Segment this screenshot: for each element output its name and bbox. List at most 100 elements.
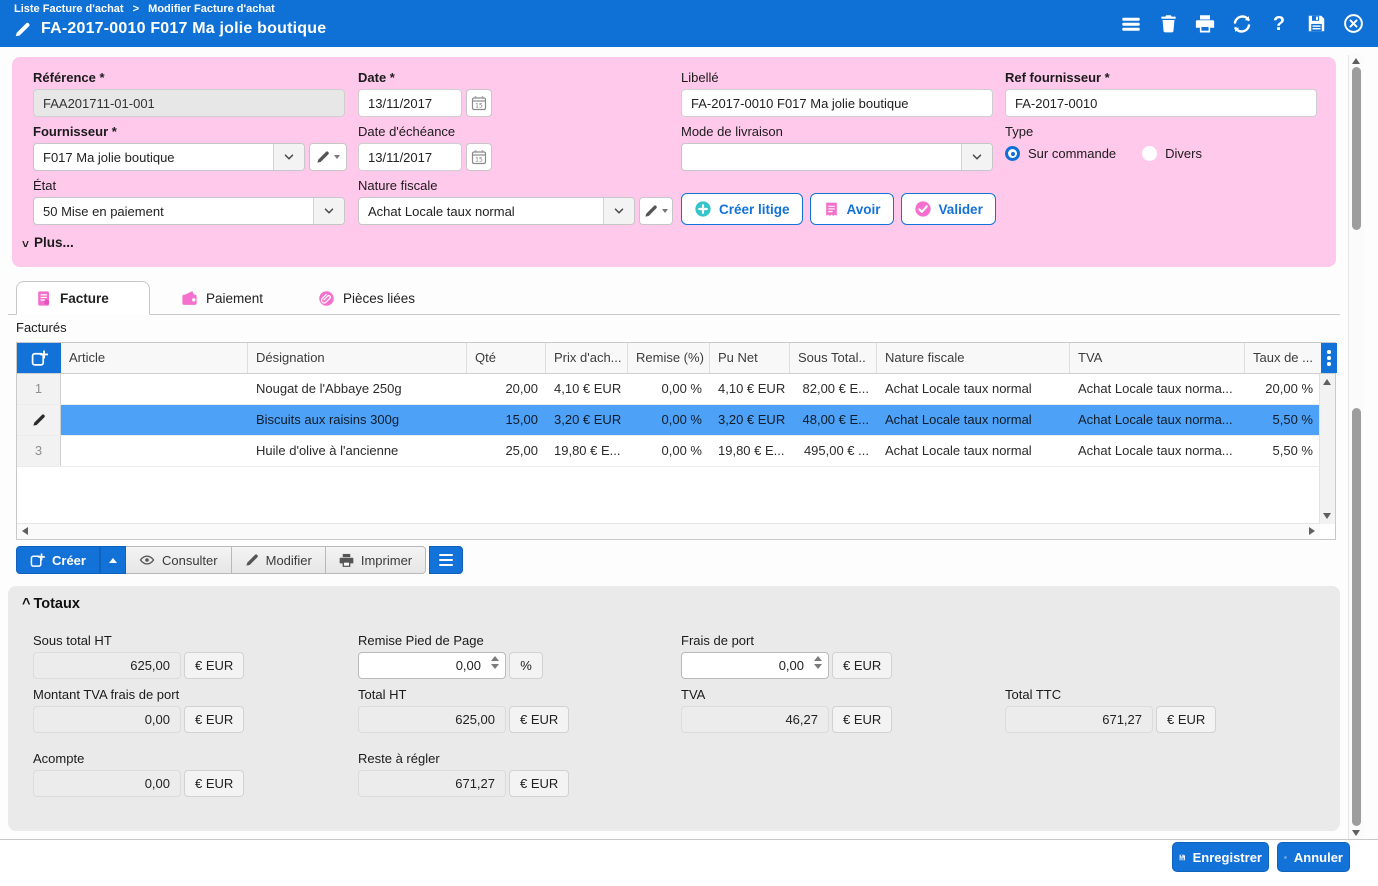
creer-litige-button[interactable]: Créer litige: [681, 193, 803, 225]
avoir-button[interactable]: Avoir: [810, 193, 894, 225]
col-qte[interactable]: Qté: [467, 343, 546, 373]
cell-prix: 19,80 € E...: [546, 436, 628, 466]
trash-icon[interactable]: [1157, 13, 1179, 35]
type-radio-divers[interactable]: Divers: [1142, 146, 1202, 161]
printer-icon: [339, 553, 354, 568]
refresh-icon[interactable]: [1231, 13, 1253, 35]
menu-icon[interactable]: [1120, 13, 1142, 35]
help-icon[interactable]: ?: [1268, 13, 1290, 35]
scroll-up-arrow[interactable]: [1323, 379, 1331, 385]
title-row: FA-2017-0010 F017 Ma jolie boutique: [14, 20, 326, 38]
scrollbar-thumb[interactable]: [1352, 67, 1361, 230]
type-radio-sur-commande[interactable]: Sur commande: [1005, 146, 1116, 161]
breadcrumb-link-liste[interactable]: Liste Facture d'achat: [14, 3, 124, 15]
modifier-button[interactable]: Modifier: [232, 546, 326, 574]
close-icon[interactable]: [1342, 13, 1364, 35]
fournisseur-edit-button[interactable]: [309, 143, 347, 171]
cell-pu-net: 4,10 € EUR: [710, 374, 790, 404]
radio-unselected-icon: [1142, 146, 1157, 161]
remise-pied-input[interactable]: [358, 652, 506, 679]
date-input[interactable]: [358, 89, 462, 117]
radio-selected-icon: [1005, 146, 1020, 161]
annuler-button[interactable]: Annuler: [1277, 842, 1350, 872]
cell-pu-net: 19,80 € E...: [710, 436, 790, 466]
reference-input[interactable]: [33, 89, 345, 117]
spinner-arrows[interactable]: [814, 656, 822, 669]
scroll-down-arrow[interactable]: [1323, 513, 1331, 519]
ref-fournisseur-input[interactable]: [1005, 89, 1317, 117]
cell-article: [61, 436, 248, 466]
frais-port-input[interactable]: [681, 652, 829, 679]
edit-pencil-icon: [14, 21, 31, 38]
table-vertical-scrollbar[interactable]: [1319, 374, 1335, 524]
col-nature-fiscale[interactable]: Nature fiscale: [877, 343, 1070, 373]
page-scrollbar[interactable]: [1348, 55, 1364, 839]
scrollbar-thumb[interactable]: [1352, 408, 1361, 826]
date-echeance-input[interactable]: [358, 143, 462, 171]
cell-qte: 25,00: [467, 436, 546, 466]
acompte-label: Acompte: [33, 751, 244, 766]
col-sous-total[interactable]: Sous Total..: [790, 343, 877, 373]
plus-expander[interactable]: ˅ Plus...: [22, 235, 74, 250]
save-icon[interactable]: [1305, 13, 1327, 35]
col-tva[interactable]: TVA: [1070, 343, 1245, 373]
cell-tva: Achat Locale taux norma...: [1070, 374, 1245, 404]
creer-button[interactable]: Créer: [16, 546, 100, 574]
col-prix-achat[interactable]: Prix d'ach...: [546, 343, 628, 373]
col-pu-net[interactable]: Pu Net: [710, 343, 790, 373]
imprimer-button[interactable]: Imprimer: [326, 546, 426, 574]
col-taux[interactable]: Taux de ...: [1245, 343, 1321, 373]
toolbar-menu-button[interactable]: [429, 546, 463, 574]
percent-suffix: %: [509, 652, 543, 679]
col-article[interactable]: Article: [61, 343, 248, 373]
nature-fiscale-edit-button[interactable]: [639, 197, 673, 225]
col-remise[interactable]: Remise (%): [628, 343, 710, 373]
sous-total-ht-label: Sous total HT: [33, 633, 244, 648]
libelle-input[interactable]: [681, 89, 993, 117]
spinner-arrows[interactable]: [491, 656, 499, 669]
fournisseur-select[interactable]: F017 Ma jolie boutique: [33, 143, 305, 171]
table-horizontal-scrollbar[interactable]: [17, 523, 1320, 539]
currency-suffix: € EUR: [509, 706, 569, 733]
cell-designation: Huile d'olive à l'ancienne: [248, 436, 467, 466]
add-line-button[interactable]: [17, 343, 61, 373]
consulter-button[interactable]: Consulter: [126, 546, 232, 574]
nature-fiscale-select[interactable]: Achat Locale taux normal: [358, 197, 635, 225]
col-designation[interactable]: Désignation: [248, 343, 467, 373]
app-window: Liste Facture d'achat > Modifier Facture…: [0, 0, 1378, 886]
creer-dropdown-button[interactable]: [100, 546, 126, 574]
cell-sous-total: 82,00 € E...: [790, 374, 877, 404]
valider-button[interactable]: Valider: [901, 193, 996, 225]
totaux-collapse-header[interactable]: ^ Totaux: [22, 596, 80, 612]
top-header: Liste Facture d'achat > Modifier Facture…: [0, 0, 1378, 47]
cell-tva: Achat Locale taux norma...: [1070, 405, 1245, 435]
enregistrer-button[interactable]: Enregistrer: [1172, 842, 1269, 872]
table-row-selected[interactable]: Biscuits aux raisins 300g 15,00 3,20 € E…: [17, 405, 1335, 436]
date-echeance-calendar-icon[interactable]: 15: [466, 143, 492, 171]
currency-suffix: € EUR: [832, 706, 892, 733]
scroll-up-arrow[interactable]: [1352, 58, 1360, 64]
etat-select[interactable]: 50 Mise en paiement: [33, 197, 345, 225]
chevron-down-icon: ˅: [22, 238, 29, 250]
print-icon[interactable]: [1194, 13, 1216, 35]
svg-text:15: 15: [475, 156, 483, 163]
plus-label: Plus...: [34, 235, 74, 250]
table-row[interactable]: 1 Nougat de l'Abbaye 250g 20,00 4,10 € E…: [17, 374, 1335, 405]
column-options-button[interactable]: [1321, 343, 1337, 373]
row-edit-pencil-icon[interactable]: [17, 405, 61, 435]
svg-text:15: 15: [475, 102, 483, 109]
breadcrumb-current: Modifier Facture d'achat: [148, 3, 275, 15]
mode-livraison-select[interactable]: [681, 143, 993, 171]
cell-nature: Achat Locale taux normal: [877, 436, 1070, 466]
scroll-down-arrow[interactable]: [1352, 830, 1360, 836]
check-circle-icon: [914, 200, 932, 218]
tab-pieces-liees[interactable]: Pièces liées: [300, 281, 433, 315]
currency-suffix: € EUR: [184, 652, 244, 679]
table-row[interactable]: 3 Huile d'olive à l'ancienne 25,00 19,80…: [17, 436, 1335, 467]
scroll-right-arrow[interactable]: [1309, 527, 1315, 535]
scroll-left-arrow[interactable]: [22, 527, 28, 535]
date-calendar-icon[interactable]: 15: [466, 89, 492, 117]
date-label: Date *: [358, 70, 492, 85]
tab-facture[interactable]: Facture: [16, 281, 150, 315]
tab-paiement[interactable]: Paiement: [163, 281, 281, 315]
